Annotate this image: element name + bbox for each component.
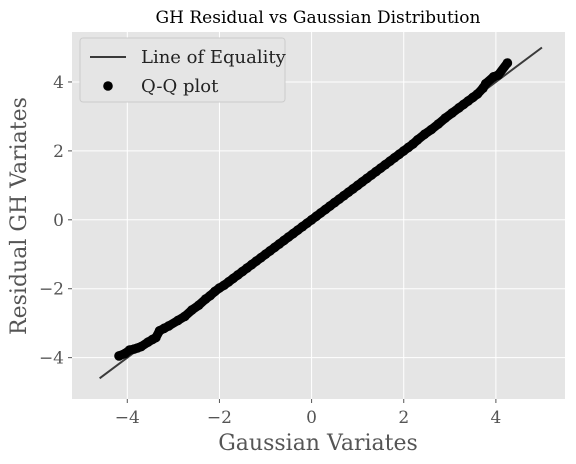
y-tick-label: 4 <box>53 73 64 93</box>
qq-point <box>180 311 190 322</box>
legend-label-line: Line of Equality <box>141 47 287 68</box>
x-axis-label: Gaussian Variates <box>218 431 418 456</box>
x-tick-label: −4 <box>115 408 140 428</box>
y-tick-label: −2 <box>39 280 64 300</box>
qq-point <box>480 78 491 89</box>
x-axis-ticks: −4 −2 0 2 4 <box>115 399 501 428</box>
qq-point <box>136 341 146 352</box>
qq-point <box>433 119 444 129</box>
y-tick-label: −4 <box>39 349 64 369</box>
qq-point <box>493 70 503 80</box>
legend-label-points: Q-Q plot <box>141 76 219 97</box>
y-tick-label: 2 <box>53 142 64 162</box>
y-axis-ticks: −4 −2 0 2 4 <box>39 73 72 369</box>
qq-point <box>447 108 457 118</box>
qq-points-layer <box>114 58 513 361</box>
x-tick-label: 2 <box>398 408 409 428</box>
y-tick-label: 0 <box>53 211 64 231</box>
legend-point-swatch <box>103 81 113 91</box>
x-tick-label: 4 <box>490 408 501 428</box>
x-tick-label: −2 <box>207 408 232 428</box>
legend-box <box>79 37 286 103</box>
qq-point <box>502 58 513 68</box>
qq-point <box>193 300 204 311</box>
qq-point <box>440 113 451 123</box>
qq-point <box>163 321 174 331</box>
qq-point <box>186 305 197 315</box>
y-axis-label: Residual GH Variates <box>7 97 32 335</box>
qq-point <box>426 124 437 135</box>
x-tick-label: 0 <box>306 408 317 428</box>
qq-point <box>412 135 423 145</box>
qq-point <box>419 129 430 140</box>
chart-title: GH Residual vs Gaussian Distribution <box>156 8 481 28</box>
legend: Line of Equality Q-Q plot <box>79 37 287 103</box>
qq-point <box>173 315 183 326</box>
